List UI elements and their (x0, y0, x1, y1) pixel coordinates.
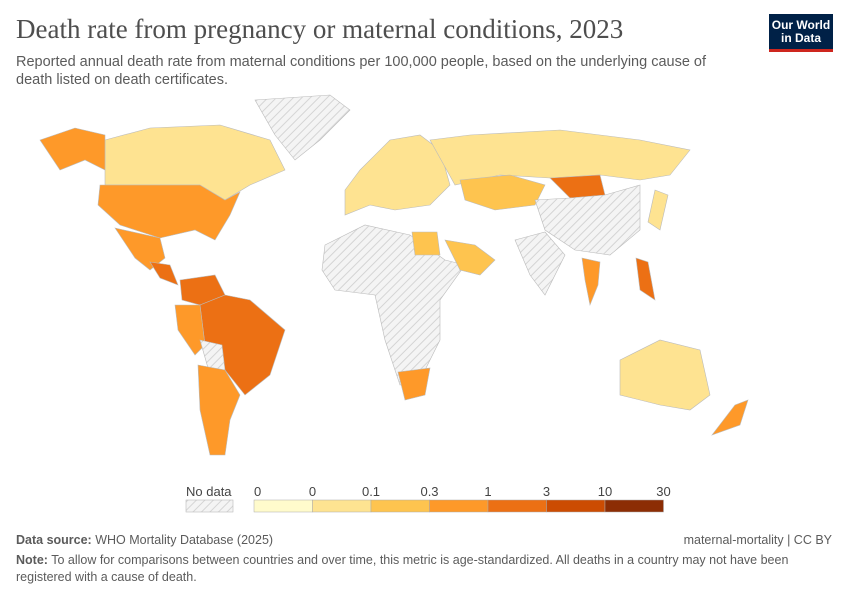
region-new-zealand[interactable] (711, 399, 749, 436)
region-europe[interactable] (344, 134, 451, 216)
region-greenland[interactable] (254, 94, 351, 161)
legend-tick-label: 30 (656, 484, 671, 499)
region-saudi-arabia[interactable] (444, 239, 496, 276)
source[interactable]: WHO Mortality Database (2025) (95, 533, 274, 547)
legend-tick-label: 10 (597, 484, 613, 499)
region-argentina-chile[interactable] (197, 364, 241, 456)
legend-tick-label: 0.3 (420, 484, 439, 499)
region-peru[interactable] (174, 304, 206, 356)
note-label: Note: (16, 553, 48, 567)
source-label: Data source: (16, 533, 92, 547)
note-text: To allow for comparisons between countri… (16, 553, 789, 584)
region-central-america[interactable] (149, 261, 179, 286)
region-alaska[interactable] (39, 127, 106, 171)
region-japan[interactable] (647, 189, 669, 231)
region-china[interactable] (534, 184, 641, 256)
region-thailand[interactable] (581, 257, 601, 307)
subtitle: Reported annual death rate from maternal… (16, 54, 707, 88)
region-india[interactable] (514, 231, 566, 296)
region-philippines[interactable] (635, 257, 656, 301)
legend-bin[interactable] (604, 499, 664, 513)
owid-logo[interactable]: Our World in Data (769, 14, 833, 52)
legend-tick-label: 0 (308, 484, 317, 499)
source-line: Data source: WHO Mortality Database (202… (16, 532, 273, 549)
note: Note: To allow for comparisons between c… (16, 552, 816, 586)
page-title: Death rate from pregnancy or maternal co… (16, 14, 624, 44)
region-australia[interactable] (619, 339, 711, 411)
legend-no-data-swatch (185, 499, 234, 513)
region-mongolia[interactable] (549, 174, 606, 199)
legend-no-data-label: No data (186, 484, 232, 499)
legend-bin[interactable] (487, 499, 547, 513)
region-united-states[interactable] (97, 184, 241, 241)
slug-license[interactable]: maternal-mortality | CC BY (683, 533, 832, 547)
region-south-africa[interactable] (397, 367, 431, 401)
region-kazakhstan[interactable] (459, 174, 546, 211)
legend-tick-label: 1 (484, 484, 492, 499)
legend-bin[interactable] (253, 499, 313, 513)
legend-tick-label: 0 (254, 484, 262, 499)
legend-bin[interactable] (546, 499, 606, 513)
legend-bin[interactable] (429, 499, 489, 513)
legend-bin[interactable] (312, 499, 372, 513)
region-africa[interactable] (321, 224, 466, 386)
region-egypt[interactable] (411, 231, 441, 256)
region-russia[interactable] (429, 129, 691, 186)
legend-tick-label: 3 (542, 484, 551, 499)
legend-tick-label: 0.1 (361, 484, 381, 499)
legend-bin[interactable] (370, 499, 430, 513)
